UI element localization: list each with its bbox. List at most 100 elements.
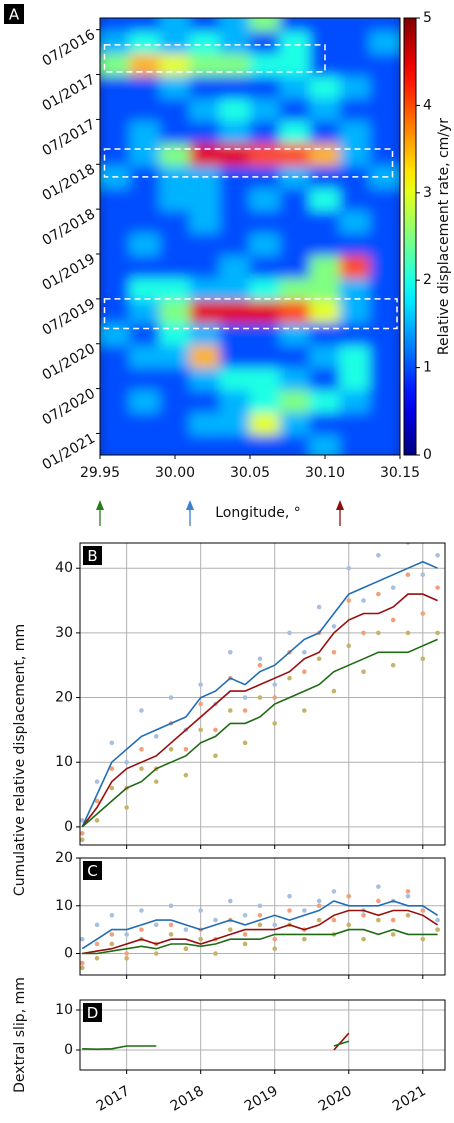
heatmap-cell bbox=[100, 278, 131, 302]
data-point bbox=[242, 913, 248, 918]
heatmap-cell bbox=[249, 255, 281, 280]
heatmap-cell bbox=[339, 323, 371, 347]
data-point bbox=[405, 543, 411, 545]
heatmap-cell bbox=[369, 188, 400, 212]
data-point bbox=[405, 889, 411, 894]
heatmap-cell bbox=[249, 210, 281, 235]
heatmap-cell bbox=[159, 412, 191, 437]
data-point bbox=[435, 927, 440, 932]
data-point bbox=[316, 917, 322, 923]
y-tick-label: 01/2019 bbox=[40, 251, 98, 294]
data-point bbox=[94, 955, 100, 961]
heatmap-cell bbox=[189, 435, 221, 455]
heatmap-cell bbox=[279, 31, 311, 55]
data-point bbox=[213, 917, 218, 923]
heatmap-cell bbox=[189, 143, 221, 168]
heatmap-cell bbox=[249, 345, 281, 369]
data-point bbox=[183, 772, 189, 778]
data-point bbox=[346, 643, 352, 649]
data-point bbox=[331, 688, 337, 694]
heatmap-cell bbox=[279, 412, 311, 437]
data-point bbox=[94, 779, 100, 784]
heatmap-cell bbox=[100, 323, 131, 347]
heatmap-cell bbox=[219, 98, 251, 123]
heatmap-cell bbox=[339, 255, 371, 280]
data-point bbox=[168, 903, 174, 909]
heatmap-cell bbox=[249, 166, 281, 190]
data-point bbox=[361, 913, 366, 918]
heatmap-cell bbox=[100, 300, 131, 325]
data-point bbox=[168, 695, 174, 700]
data-point bbox=[257, 662, 263, 668]
data-point bbox=[168, 922, 174, 928]
data-point bbox=[346, 893, 352, 899]
data-point bbox=[376, 917, 381, 923]
y-tick-label: 07/2018 bbox=[40, 206, 98, 249]
heatmap-cell bbox=[100, 435, 131, 455]
data-point bbox=[435, 917, 440, 923]
heatmap-cell bbox=[369, 121, 400, 145]
heatmap-cell bbox=[100, 98, 131, 123]
data-point bbox=[331, 649, 337, 655]
heatmap-cell bbox=[159, 53, 191, 78]
data-point bbox=[420, 611, 426, 616]
heatmap-cell bbox=[249, 53, 281, 78]
heatmap-cell bbox=[279, 98, 311, 123]
data-line bbox=[81, 638, 438, 828]
data-point bbox=[287, 630, 292, 636]
heatmap-cell bbox=[309, 76, 341, 100]
heatmap-cell bbox=[129, 76, 161, 100]
heatmap-cell bbox=[249, 121, 281, 145]
heatmap-cell bbox=[189, 53, 221, 78]
data-point bbox=[287, 675, 292, 681]
y-tick-label: 10 bbox=[55, 754, 73, 770]
colorbar-tick-label: 4 bbox=[423, 97, 432, 113]
heatmap-cell bbox=[339, 412, 371, 437]
heatmap-cell bbox=[369, 76, 400, 100]
heatmap-cell bbox=[100, 412, 131, 437]
heatmap-cell bbox=[189, 233, 221, 257]
heatmap-cell bbox=[219, 412, 251, 437]
heatmap-cell bbox=[339, 390, 371, 414]
y-tick-label: 0 bbox=[64, 946, 73, 962]
colorbar-tick-label: 5 bbox=[423, 10, 432, 26]
panel-label: D bbox=[87, 1004, 99, 1022]
heatmap-cell bbox=[219, 143, 251, 168]
data-point bbox=[435, 630, 440, 636]
heatmap-cell bbox=[100, 345, 131, 369]
heatmap-cell bbox=[279, 233, 311, 257]
y-tick-label: 07/2016 bbox=[40, 27, 98, 70]
heatmap-cell bbox=[309, 323, 341, 347]
heatmap-cell bbox=[219, 188, 251, 212]
heatmap-cell bbox=[339, 143, 371, 168]
x-tick-label: 2021 bbox=[390, 1083, 429, 1115]
heatmap-cell bbox=[189, 31, 221, 55]
heatmap-cell bbox=[159, 323, 191, 347]
heatmap-cell bbox=[339, 233, 371, 257]
data-point bbox=[316, 898, 322, 904]
data-point bbox=[272, 922, 278, 928]
heatmap-cell bbox=[369, 233, 400, 257]
heatmap-cell bbox=[249, 278, 281, 302]
heatmap-cell bbox=[159, 345, 191, 369]
heatmap-cell bbox=[159, 367, 191, 392]
heatmap-cell bbox=[100, 367, 131, 392]
heatmap-cell bbox=[369, 18, 400, 33]
heatmap-cell bbox=[129, 300, 161, 325]
heatmap-cell bbox=[279, 300, 311, 325]
heatmap-cell bbox=[189, 367, 221, 392]
heatmap-cell bbox=[339, 300, 371, 325]
plot-area bbox=[82, 1032, 350, 1051]
data-point bbox=[390, 662, 396, 668]
heatmap-cell bbox=[129, 390, 161, 414]
data-point bbox=[302, 649, 307, 655]
heatmap-cell bbox=[249, 188, 281, 212]
data-line bbox=[82, 909, 439, 955]
colorbar-tick-label: 3 bbox=[423, 185, 432, 201]
heatmap-cell bbox=[219, 76, 251, 100]
data-point bbox=[198, 727, 203, 733]
heatmap-cell bbox=[189, 98, 221, 123]
heatmap-cell bbox=[129, 31, 161, 55]
data-point bbox=[124, 932, 129, 937]
heatmap-cells bbox=[100, 18, 400, 455]
